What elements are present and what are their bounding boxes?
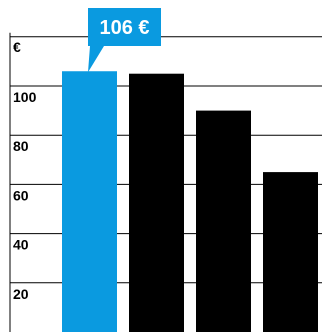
y-tick-label: 40 <box>13 237 29 253</box>
y-axis-ticks: €20 40 60 80 100 <box>13 39 37 302</box>
unit-label: € <box>13 39 21 55</box>
bars <box>62 71 318 333</box>
y-tick-label: 100 <box>13 89 37 105</box>
y-tick-label: 60 <box>13 187 29 203</box>
callout-background <box>88 8 161 73</box>
bar <box>196 110 251 332</box>
y-tick-label: 80 <box>13 138 29 154</box>
bar-highlighted <box>62 71 117 333</box>
bar <box>129 73 184 332</box>
callout-label: 106 € <box>99 17 149 39</box>
value-callout: 106 € <box>88 8 161 73</box>
bar <box>263 172 318 332</box>
y-tick-label: 20 <box>13 286 29 302</box>
